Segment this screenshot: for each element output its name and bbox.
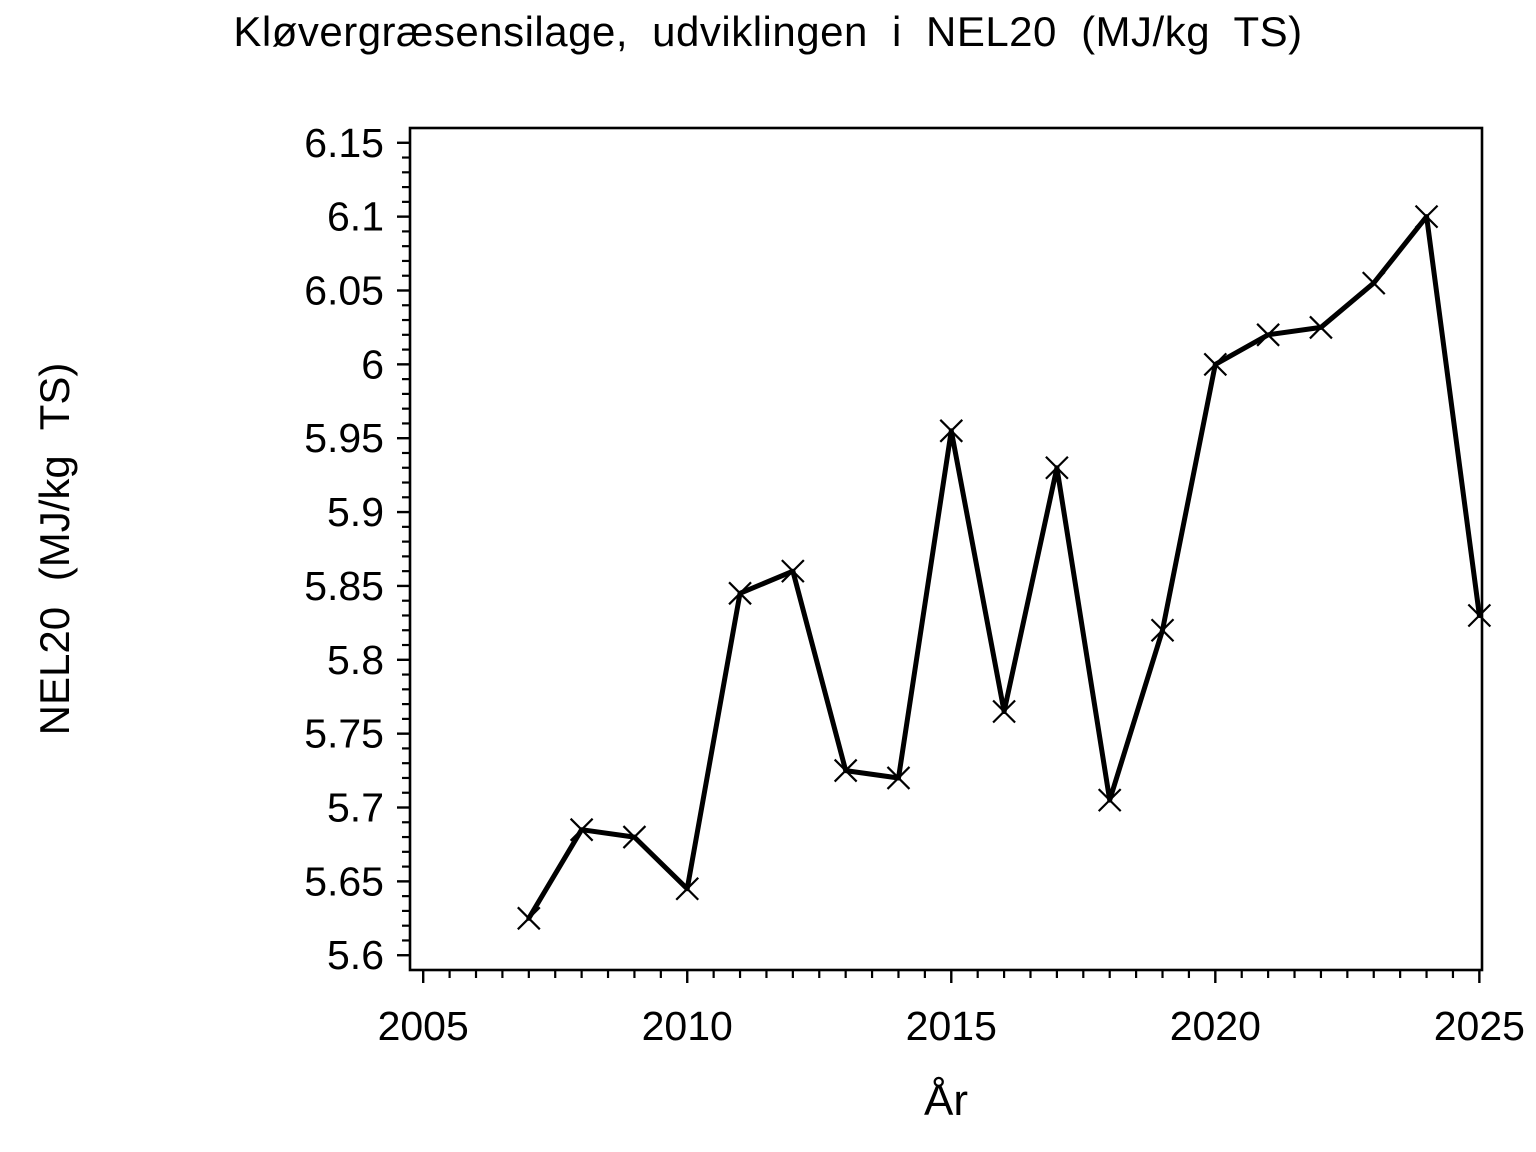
y-tick-label: 5.75 — [304, 711, 384, 757]
y-tick-label: 5.9 — [327, 489, 384, 535]
data-point-marker — [1045, 455, 1069, 480]
data-point-marker — [1097, 788, 1122, 812]
y-tick-label: 5.7 — [327, 785, 384, 831]
data-point-marker — [569, 817, 594, 842]
y-tick-label: 6.05 — [304, 267, 384, 313]
y-tick-label: 6.15 — [304, 120, 384, 166]
data-point-marker — [1361, 271, 1386, 295]
data-point-marker — [517, 906, 541, 931]
chart-title: Kløvergræsensilage, udviklingen i NEL20 … — [233, 8, 1303, 55]
data-line — [526, 214, 1482, 921]
data-point-marker — [833, 758, 858, 783]
x-tick-label: 2025 — [1434, 1003, 1525, 1049]
data-point-marker — [675, 876, 700, 901]
x-tick-label: 2015 — [906, 1003, 997, 1049]
data-point-marker — [1467, 603, 1492, 628]
y-tick-label: 6 — [361, 341, 384, 387]
data-point-marker — [1150, 618, 1175, 643]
data-point-marker — [886, 766, 911, 790]
x-tick-label: 2005 — [378, 1003, 469, 1049]
data-point-marker — [1414, 204, 1439, 229]
x-tick-label: 2010 — [642, 1003, 733, 1049]
y-tick-label: 5.8 — [327, 637, 384, 683]
data-point-marker — [1203, 352, 1228, 377]
y-tick-label: 6.1 — [327, 194, 384, 240]
data-point-marker — [939, 419, 964, 443]
data-point-marker — [1309, 315, 1333, 340]
data-point-marker — [728, 581, 752, 606]
y-tick-label: 5.95 — [304, 415, 384, 461]
data-point-marker — [622, 825, 647, 849]
x-axis-label: År — [924, 1076, 968, 1125]
data-point-marker — [1256, 323, 1280, 347]
data-point-marker — [992, 699, 1016, 724]
data-point-marker — [781, 559, 805, 583]
plot-frame — [408, 126, 1484, 972]
y-tick-label: 5.65 — [304, 858, 384, 904]
y-tick-label: 5.6 — [327, 932, 384, 978]
x-tick-label: 2020 — [1170, 1003, 1261, 1049]
y-tick-label: 5.85 — [304, 563, 384, 609]
